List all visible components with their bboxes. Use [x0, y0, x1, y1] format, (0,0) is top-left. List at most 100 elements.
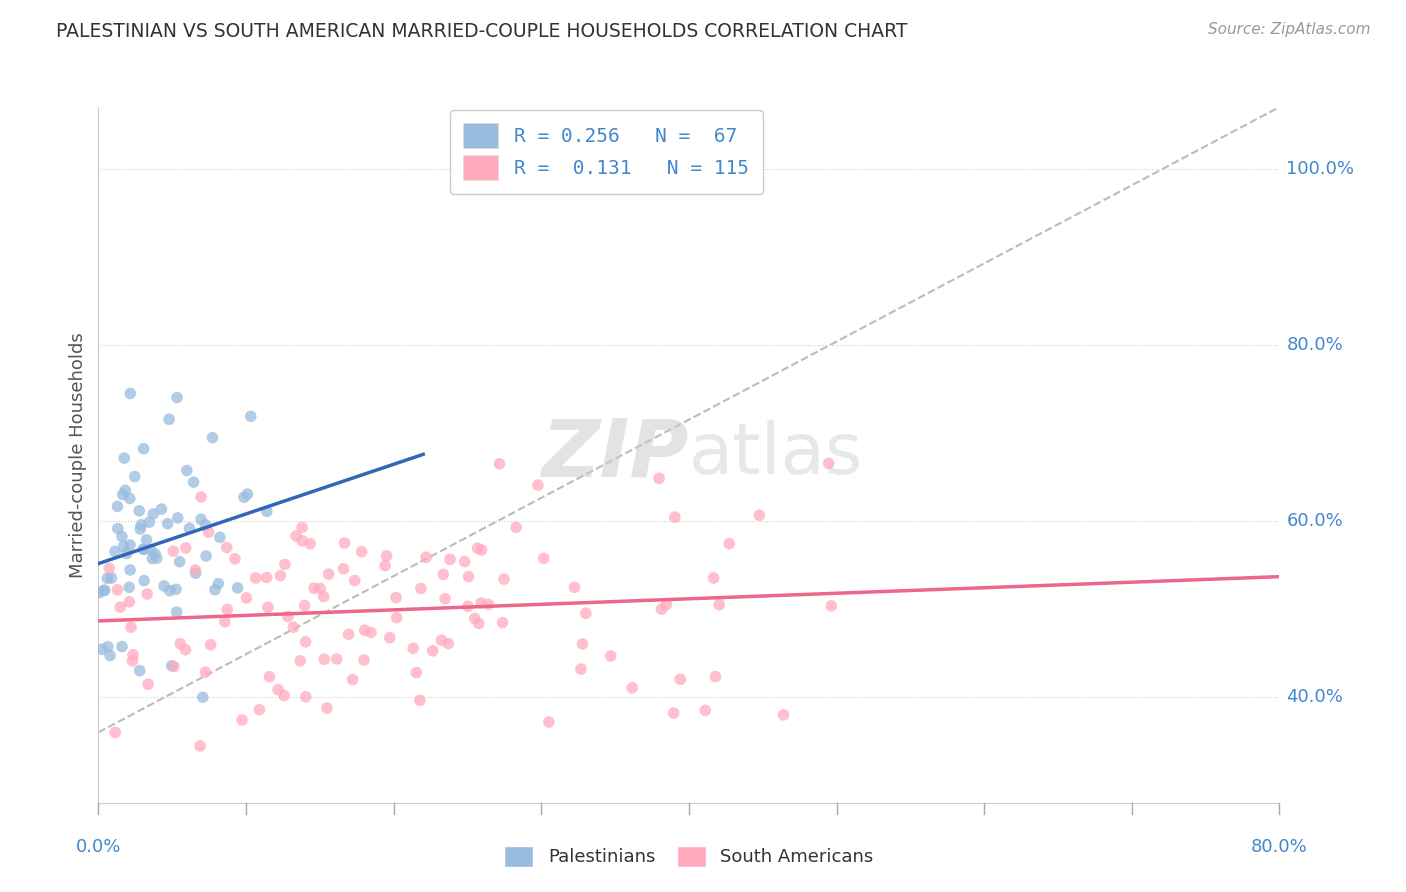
- Point: [93, 583, 115, 598]
- Point: [112, 451, 135, 466]
- Point: [128, 664, 150, 678]
- Point: [214, 615, 236, 629]
- Point: [704, 670, 727, 684]
- Point: [453, 555, 475, 569]
- Point: [415, 550, 437, 565]
- Text: 80.0%: 80.0%: [1286, 335, 1343, 354]
- Point: [772, 707, 794, 722]
- Point: [470, 596, 492, 610]
- Point: [104, 725, 127, 739]
- Point: [145, 551, 167, 566]
- Point: [468, 616, 491, 631]
- Point: [233, 490, 256, 504]
- Point: [285, 529, 308, 543]
- Point: [273, 689, 295, 703]
- Point: [217, 602, 239, 616]
- Point: [432, 567, 454, 582]
- Point: [136, 677, 159, 691]
- Point: [430, 633, 453, 648]
- Point: [312, 590, 335, 604]
- Point: [267, 682, 290, 697]
- Point: [184, 563, 207, 577]
- Point: [129, 522, 152, 536]
- Point: [122, 648, 145, 662]
- Point: [174, 541, 197, 555]
- Point: [139, 542, 162, 557]
- Point: [492, 572, 515, 586]
- Y-axis label: Married-couple Households: Married-couple Households: [69, 332, 87, 578]
- Point: [353, 623, 375, 637]
- Text: PALESTINIAN VS SOUTH AMERICAN MARRIED-COUPLE HOUSEHOLDS CORRELATION CHART: PALESTINIAN VS SOUTH AMERICAN MARRIED-CO…: [56, 22, 908, 41]
- Point: [190, 512, 212, 526]
- Point: [128, 504, 150, 518]
- Point: [488, 457, 510, 471]
- Point: [118, 580, 141, 594]
- Point: [231, 713, 253, 727]
- Text: Source: ZipAtlas.com: Source: ZipAtlas.com: [1208, 22, 1371, 37]
- Point: [434, 591, 457, 606]
- Point: [184, 566, 207, 581]
- Point: [422, 644, 444, 658]
- Point: [505, 520, 527, 534]
- Point: [259, 670, 281, 684]
- Point: [165, 582, 187, 597]
- Point: [664, 510, 686, 524]
- Point: [333, 536, 356, 550]
- Point: [695, 703, 717, 717]
- Point: [132, 442, 155, 456]
- Point: [100, 571, 122, 585]
- Point: [256, 504, 278, 518]
- Point: [385, 610, 408, 624]
- Point: [226, 581, 249, 595]
- Point: [350, 544, 373, 558]
- Point: [283, 620, 305, 634]
- Point: [114, 483, 136, 498]
- Point: [107, 522, 129, 536]
- Point: [110, 600, 132, 615]
- Point: [142, 507, 165, 521]
- Point: [457, 599, 479, 614]
- Point: [134, 574, 156, 588]
- Point: [621, 681, 644, 695]
- Point: [200, 638, 222, 652]
- Point: [166, 511, 188, 525]
- Point: [208, 530, 231, 544]
- Point: [569, 662, 592, 676]
- Text: 80.0%: 80.0%: [1251, 838, 1308, 856]
- Point: [120, 563, 142, 577]
- Point: [477, 598, 499, 612]
- Point: [96, 571, 118, 585]
- Point: [291, 520, 314, 534]
- Point: [120, 620, 142, 634]
- Point: [204, 582, 226, 597]
- Point: [162, 544, 184, 558]
- Point: [527, 478, 550, 492]
- Point: [150, 502, 173, 516]
- Point: [157, 412, 180, 426]
- Point: [332, 562, 354, 576]
- Point: [197, 525, 219, 540]
- Point: [160, 658, 183, 673]
- Point: [439, 552, 461, 566]
- Point: [132, 542, 155, 557]
- Point: [121, 654, 143, 668]
- Point: [269, 568, 291, 582]
- Point: [437, 636, 460, 650]
- Point: [90, 642, 112, 657]
- Text: atlas: atlas: [689, 420, 863, 490]
- Point: [124, 469, 146, 483]
- Point: [194, 665, 217, 680]
- Point: [353, 653, 375, 667]
- Point: [163, 659, 186, 673]
- Point: [471, 543, 494, 558]
- Point: [118, 538, 141, 552]
- Point: [93, 583, 115, 598]
- Point: [169, 555, 191, 569]
- Point: [191, 690, 214, 705]
- Point: [153, 579, 176, 593]
- Point: [669, 673, 692, 687]
- Point: [274, 558, 297, 572]
- Point: [718, 537, 741, 551]
- Point: [575, 607, 598, 621]
- Point: [115, 547, 138, 561]
